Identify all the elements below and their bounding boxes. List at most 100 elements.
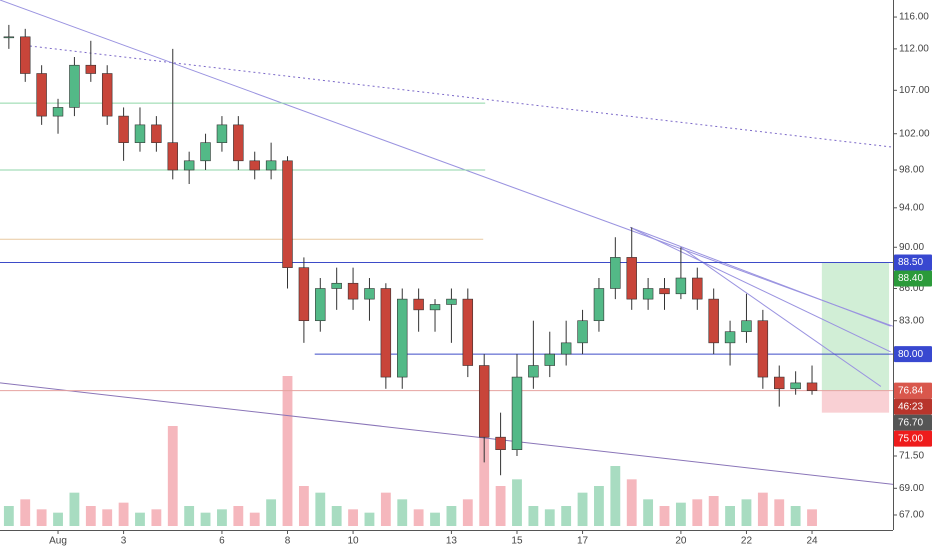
volume-bar [20,499,31,526]
volume-bar [397,499,408,526]
y-tick-label: 116.00 [899,12,929,23]
price-label: 46:23 [898,401,923,412]
volume-bar [200,512,211,526]
candle-body [577,320,588,344]
candle-body [806,382,818,391]
candle-body [233,124,244,162]
volume-bar [774,499,785,526]
candle-body [462,298,474,366]
price-label-box [894,398,932,415]
volume-bar [298,486,309,526]
candle-body [560,342,572,355]
candle-body [101,73,113,117]
candle-body [52,107,64,117]
volume-bar [462,499,473,526]
candle-body [741,320,752,333]
x-tick-label: 10 [348,536,360,547]
candle-body [544,353,555,366]
volume-bar [69,492,80,526]
x-tick-label: 8 [285,536,291,547]
volume-bar [151,509,162,526]
volume-bar [85,506,96,526]
candle-body [3,36,15,39]
volume-bar [790,506,801,526]
price-label: 80.00 [898,349,923,360]
drawing-line [0,0,894,327]
x-tick-label: 15 [511,536,523,547]
volume-bar [626,479,637,526]
candle-body [692,277,703,300]
x-tick-label: Aug [49,536,67,547]
x-tick-label: 24 [806,536,818,547]
volume-bar [495,486,506,526]
candle-body [347,282,359,300]
candle-body [708,298,719,344]
candle-body [413,298,424,311]
price-label: 88.40 [898,273,923,284]
volume-bar [315,492,326,526]
drawing-line [680,246,882,387]
drawing-line [19,44,894,148]
volume-bar [594,486,604,526]
y-tick-label: 107.00 [899,85,930,96]
candle-body [495,436,506,450]
candle-body [69,64,80,108]
candle-body [675,277,687,295]
volume-bar [725,506,735,526]
volume-bar [135,512,145,526]
volume-bar [380,492,391,526]
candle-body [397,298,408,378]
volume-bar [266,499,277,526]
volume-bar [364,512,375,526]
price-label: 88.50 [898,257,923,268]
candle-body [315,288,326,322]
candle-body [364,288,375,300]
candle-body [249,160,260,171]
volume-bar [413,509,424,526]
candle-body [478,365,490,438]
volume-bar [36,509,47,526]
y-tick-label: 69.00 [899,483,924,494]
candle-body [151,124,162,143]
y-tick-label: 94.00 [899,202,924,213]
drawing-line [629,226,891,353]
y-tick-label: 67.00 [899,510,924,521]
candle-body [642,288,654,300]
candle-body [183,160,195,171]
candle-body [118,115,129,143]
volume-bar [167,426,178,526]
candle-body [380,288,392,378]
volume-bar [430,512,440,526]
volume-bar [512,479,522,526]
drawing-line [629,226,891,327]
price-label-box [894,430,932,447]
volume-bar [643,499,654,526]
price-label-box [894,270,932,287]
candle-body [757,320,769,378]
volume-bar [249,512,260,526]
candle-body [331,282,342,289]
price-label: 76.84 [898,385,923,396]
volume-bar [217,509,227,526]
x-tick-label: 17 [577,536,589,547]
volume-bar [479,426,490,526]
y-tick-label: 71.50 [899,451,924,462]
candle-body [790,382,801,390]
x-tick-label: 13 [446,536,458,547]
candle-body [593,288,605,322]
price-label: 76.70 [898,417,923,428]
y-tick-label: 90.00 [899,242,924,253]
y-tick-label: 112.00 [899,44,929,55]
volume-bar [561,506,572,526]
volume-bar [53,512,63,526]
volume-bar [331,506,342,526]
candle-body [298,267,310,322]
candle-body [659,288,670,295]
volume-bar [708,496,719,526]
x-tick-label: 20 [675,536,687,547]
volume-bar [233,506,244,526]
price-label-box [894,414,932,431]
